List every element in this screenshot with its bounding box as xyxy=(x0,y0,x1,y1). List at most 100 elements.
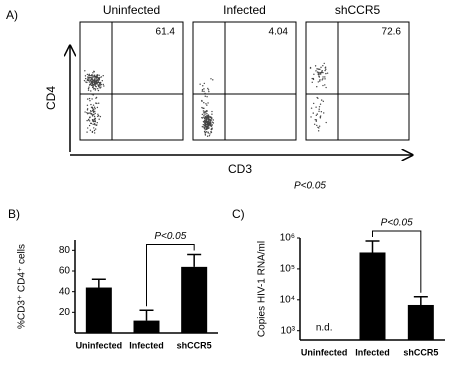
flow-dot xyxy=(96,106,99,109)
flow-dot xyxy=(208,116,210,118)
flow-dot xyxy=(86,119,88,122)
flow-dot xyxy=(98,74,100,77)
flow-dot xyxy=(322,76,324,78)
p-value: P<0.05 xyxy=(154,231,186,242)
flow-dot xyxy=(318,75,320,77)
flow-dot xyxy=(319,79,321,81)
flow-plot xyxy=(192,21,297,141)
flow-dot xyxy=(89,83,91,86)
flow-dot xyxy=(320,66,322,69)
flow-dot xyxy=(321,70,323,72)
flow-dot xyxy=(211,118,213,120)
flow-dot xyxy=(315,120,318,122)
flow-dot xyxy=(87,89,90,91)
flow-dot xyxy=(84,75,87,77)
flow-dot xyxy=(95,80,98,83)
flow-dot xyxy=(86,108,89,110)
bar xyxy=(181,266,208,333)
flow-dot xyxy=(94,75,97,78)
flow-dot xyxy=(205,103,207,105)
plot-title: Uninfected xyxy=(103,3,160,17)
flow-dot xyxy=(318,106,321,108)
x-tick-label: Infected xyxy=(129,340,164,350)
flow-dot xyxy=(318,108,320,110)
flow-dot xyxy=(92,81,94,83)
flow-dot xyxy=(90,81,93,84)
flow-dot xyxy=(203,112,205,114)
flow-dot xyxy=(206,116,209,118)
flow-dot xyxy=(209,133,211,135)
flow-dot xyxy=(319,103,322,105)
flow-dot xyxy=(92,76,94,79)
flow-dot xyxy=(314,119,316,121)
flow-dot xyxy=(312,102,315,105)
quadrant-percent: 61.4 xyxy=(156,27,176,38)
flow-dot xyxy=(92,88,95,90)
flow-dot xyxy=(205,115,208,117)
flow-dot xyxy=(93,129,96,132)
flow-dot xyxy=(207,132,209,134)
flow-dot xyxy=(203,102,205,104)
flow-dot xyxy=(205,121,208,123)
flow-dot xyxy=(96,124,98,126)
flow-dot xyxy=(211,124,214,126)
flow-dot xyxy=(202,116,205,118)
flow-dot xyxy=(83,79,86,82)
y-label: CD4 xyxy=(44,86,58,110)
flow-dot xyxy=(90,106,93,109)
flow-dot xyxy=(89,79,91,81)
flow-dot xyxy=(91,130,94,133)
flow-dot xyxy=(95,77,98,79)
flow-dot xyxy=(90,76,92,79)
flow-dot xyxy=(86,79,88,81)
flow-dot xyxy=(93,106,96,108)
flow-dot xyxy=(95,85,97,88)
flow-dot xyxy=(209,121,211,124)
flow-dot xyxy=(88,112,90,114)
flow-dot xyxy=(93,79,96,81)
significance-bracket xyxy=(372,230,422,293)
flow-dot xyxy=(92,104,95,106)
flow-dot xyxy=(92,123,94,126)
flow-dot xyxy=(210,131,212,133)
flow-dot xyxy=(204,92,206,95)
flow-dot xyxy=(204,115,207,118)
panel-label: B) xyxy=(8,207,20,221)
flow-dot xyxy=(90,103,92,106)
flow-dot xyxy=(87,119,90,121)
flow-dot xyxy=(95,79,97,81)
flow-dot xyxy=(321,79,323,81)
flow-dot xyxy=(99,76,101,79)
flow-dot xyxy=(204,123,206,126)
flow-dot xyxy=(205,110,208,112)
flow-dot xyxy=(201,113,204,116)
flow-plot xyxy=(305,21,410,141)
flow-dot xyxy=(94,88,97,90)
flow-dot xyxy=(210,116,212,118)
flow-dot xyxy=(87,127,89,129)
flow-dot xyxy=(202,110,205,112)
flow-dot xyxy=(211,110,213,113)
flow-dot xyxy=(204,111,206,114)
flow-dot xyxy=(99,82,102,84)
flow-dot xyxy=(88,81,91,83)
p-value: P<0.05 xyxy=(381,218,413,229)
flow-dot xyxy=(203,82,206,85)
flow-dot xyxy=(91,114,94,116)
flow-dot xyxy=(94,112,96,115)
flow-dot xyxy=(89,74,91,77)
flow-dot xyxy=(90,90,92,92)
flow-dot xyxy=(315,106,317,108)
flow-dot xyxy=(93,113,95,116)
flow-dot xyxy=(91,119,94,121)
flow-dot xyxy=(325,121,327,124)
bar xyxy=(407,304,434,340)
flow-dot xyxy=(210,125,213,127)
flow-dot xyxy=(206,135,209,137)
flow-dot xyxy=(100,76,103,78)
flow-dot xyxy=(94,128,97,130)
flow-dot xyxy=(88,86,90,88)
flow-dot xyxy=(310,116,312,118)
flow-dot xyxy=(319,115,322,117)
error-bar xyxy=(413,295,428,305)
